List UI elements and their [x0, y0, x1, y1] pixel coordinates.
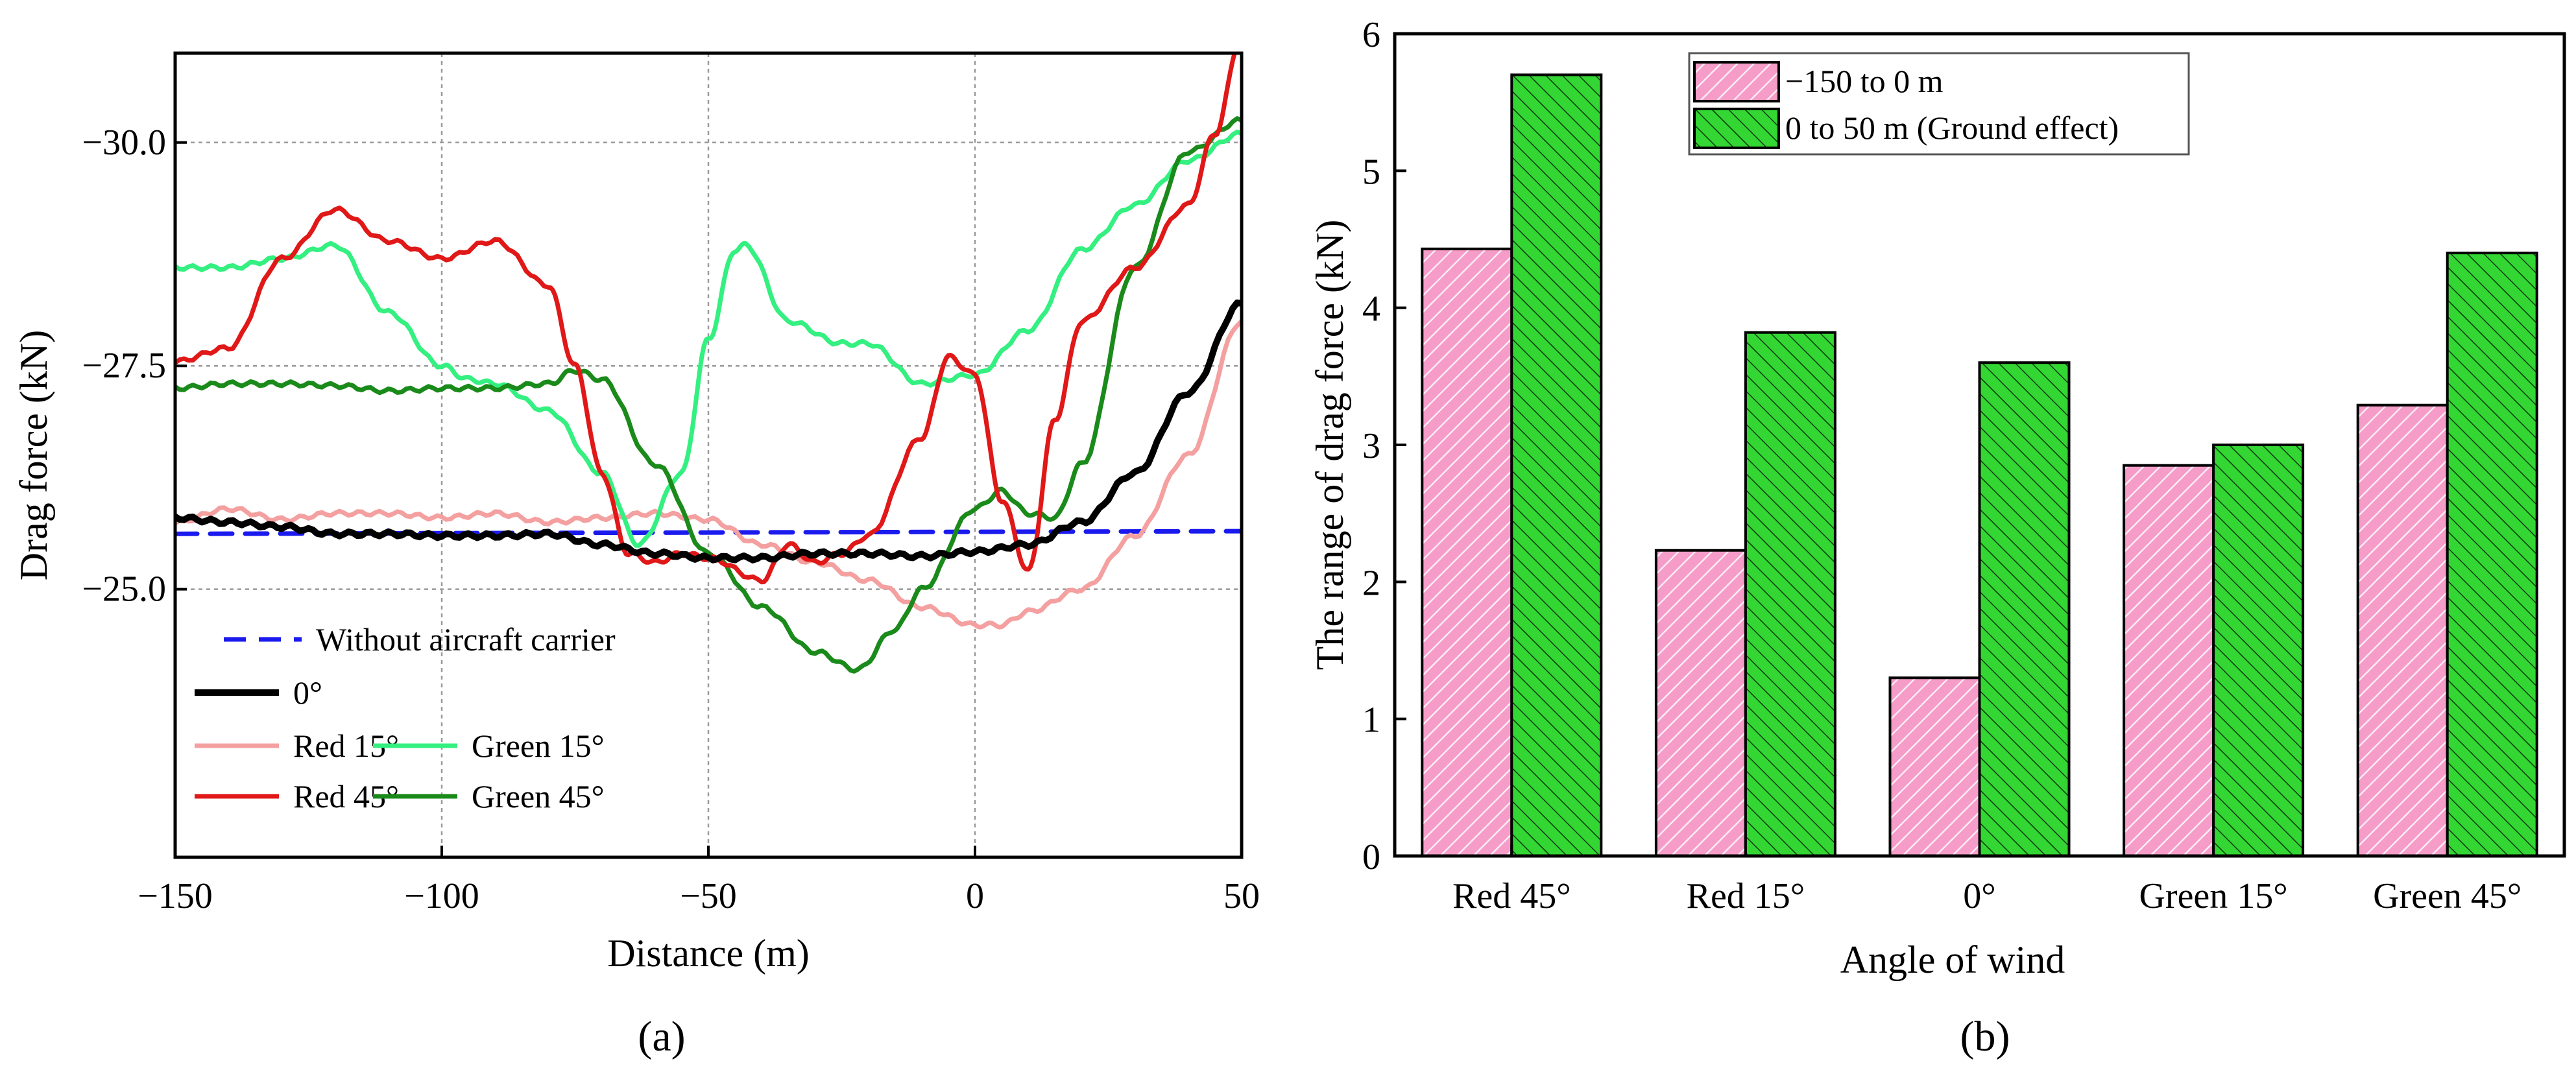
panel-b: 0 1 2 3 4 5 6 Red 45° Red 15° 0° Green 15° Green 45… — [1308, 15, 2566, 1060]
panel-a-x-axis-label: Distance (m) — [607, 932, 810, 975]
x-tick-label: Red 15° — [1687, 876, 1805, 916]
series-line-green-15deg — [175, 129, 1242, 548]
series-line-green-45deg — [175, 116, 1242, 674]
series-line-red-15deg — [175, 318, 1242, 630]
x-tick-label: −100 — [404, 876, 479, 916]
panel-b-x-axis-label: Angle of wind — [1840, 938, 2065, 981]
bar-green-15deg-approach — [2123, 464, 2215, 857]
x-tick-label: 50 — [1223, 876, 1260, 916]
series-line-0deg — [175, 299, 1242, 564]
bar-red-45deg-ground-effect — [1510, 73, 1603, 857]
caption-a: (a) — [638, 1013, 685, 1060]
x-tick-label: −150 — [138, 876, 213, 916]
y-tick-label: 1 — [1362, 700, 1380, 741]
x-tick-label: Green 15° — [2139, 876, 2287, 916]
y-tick-label: 2 — [1362, 563, 1380, 603]
bar-green-45deg-ground-effect — [2446, 252, 2538, 857]
panel-a-series — [175, 53, 1242, 674]
y-tick-label: −30.0 — [82, 123, 166, 163]
panel-b-legend: −150 to 0 m 0 to 50 m (Ground effect) — [1688, 52, 2190, 156]
panel-b-ticks: 0 1 2 3 4 5 6 Red 45° Red 15° 0° Green 15° Green 45… — [1362, 15, 2522, 916]
bar-red-15deg-ground-effect — [1744, 331, 1836, 857]
legend-label-without-aircraft-carrier: Without aircraft carrier — [316, 621, 616, 658]
bar-0deg-ground-effect — [1978, 361, 2071, 857]
panel-a: −150 −100 −50 0 50 −30.0 −27.5 −25.0 Distance (… — [12, 51, 1260, 1060]
y-tick-label: 4 — [1362, 289, 1380, 329]
y-tick-label: −27.5 — [82, 346, 166, 386]
legend-label-0deg: 0° — [293, 674, 322, 711]
y-tick-label: 3 — [1362, 426, 1380, 466]
panel-a-ticks: −150 −100 −50 0 50 −30.0 −27.5 −25.0 — [82, 123, 1260, 916]
bar-red-45deg-approach — [1421, 247, 1513, 857]
x-tick-label: Green 45° — [2373, 876, 2522, 916]
panel-b-y-axis-label: The range of drag force (kN) — [1308, 220, 1351, 671]
caption-b: (b) — [1960, 1013, 2010, 1060]
bar-red-15deg-approach — [1654, 549, 1747, 858]
y-tick-label: 0 — [1362, 837, 1380, 877]
y-tick-label: 6 — [1362, 15, 1380, 55]
panel-b-bars — [1421, 73, 2538, 858]
legend-label-green-45deg: Green 45° — [472, 778, 605, 814]
bar-green-45deg-approach — [2356, 403, 2449, 857]
legend-label-green-15deg: Green 15° — [472, 728, 605, 764]
y-tick-label: 5 — [1362, 152, 1380, 192]
legend-swatch-approach — [1693, 61, 1780, 102]
x-tick-label: 0° — [1963, 876, 1995, 916]
bar-0deg-approach — [1888, 676, 1981, 858]
x-tick-label: 0 — [966, 876, 984, 916]
legend-swatch-ground-effect — [1693, 108, 1780, 149]
x-tick-label: −50 — [680, 876, 737, 916]
y-tick-label: −25.0 — [82, 569, 166, 610]
legend-label-approach: −150 to 0 m — [1785, 63, 1944, 99]
bar-green-15deg-ground-effect — [2212, 444, 2305, 857]
x-tick-label: Red 45° — [1452, 876, 1571, 916]
panel-a-grid — [175, 53, 1242, 857]
legend-label-ground-effect: 0 to 50 m (Ground effect) — [1785, 110, 2119, 146]
panel-a-y-axis-label: Drag force (kN) — [12, 330, 55, 580]
